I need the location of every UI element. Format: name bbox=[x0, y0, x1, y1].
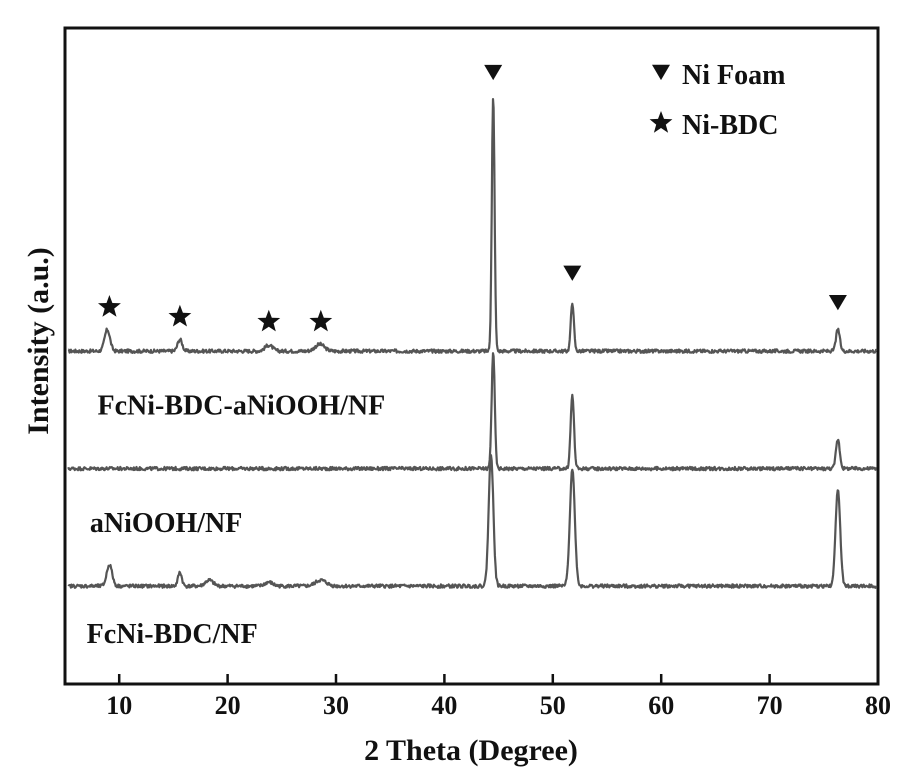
sample-label-3: FcNi-BDC/NF bbox=[87, 619, 258, 650]
star-marker-2 bbox=[169, 305, 192, 327]
x-tick-label-8: 80 bbox=[865, 691, 891, 720]
sample-label-layer: FcNi-BDC-aNiOOH/NF aNiOOH/NF FcNi-BDC/NF bbox=[87, 391, 386, 650]
x-tick-label-6: 60 bbox=[648, 691, 674, 720]
x-axis-ticks: 10 20 30 40 50 60 70 80 bbox=[106, 674, 891, 720]
x-axis-label: 2 Theta (Degree) bbox=[364, 734, 578, 767]
triangle-marker-5 bbox=[484, 65, 502, 80]
legend-label-1: Ni Foam bbox=[682, 60, 785, 91]
legend: Ni Foam Ni-BDC bbox=[650, 60, 786, 141]
y-axis-label: Intensity (a.u.) bbox=[22, 247, 55, 435]
x-tick-label-4: 40 bbox=[431, 691, 457, 720]
x-tick-label-2: 20 bbox=[215, 691, 241, 720]
star-marker-3 bbox=[257, 310, 280, 332]
legend-marker-1 bbox=[652, 65, 670, 80]
sample-label-2: aNiOOH/NF bbox=[90, 508, 242, 539]
legend-marker-2 bbox=[650, 111, 673, 133]
triangle-marker-6 bbox=[563, 266, 581, 281]
sample-label-1: FcNi-BDC-aNiOOH/NF bbox=[98, 391, 386, 422]
x-tick-label-7: 70 bbox=[757, 691, 783, 720]
star-marker-4 bbox=[309, 310, 332, 332]
marker-layer bbox=[98, 65, 847, 332]
x-tick-label-3: 30 bbox=[323, 691, 349, 720]
x-tick-label-1: 10 bbox=[106, 691, 132, 720]
star-marker-1 bbox=[98, 295, 121, 317]
legend-label-2: Ni-BDC bbox=[682, 110, 778, 141]
x-tick-label-5: 50 bbox=[540, 691, 566, 720]
triangle-marker-7 bbox=[829, 295, 847, 310]
